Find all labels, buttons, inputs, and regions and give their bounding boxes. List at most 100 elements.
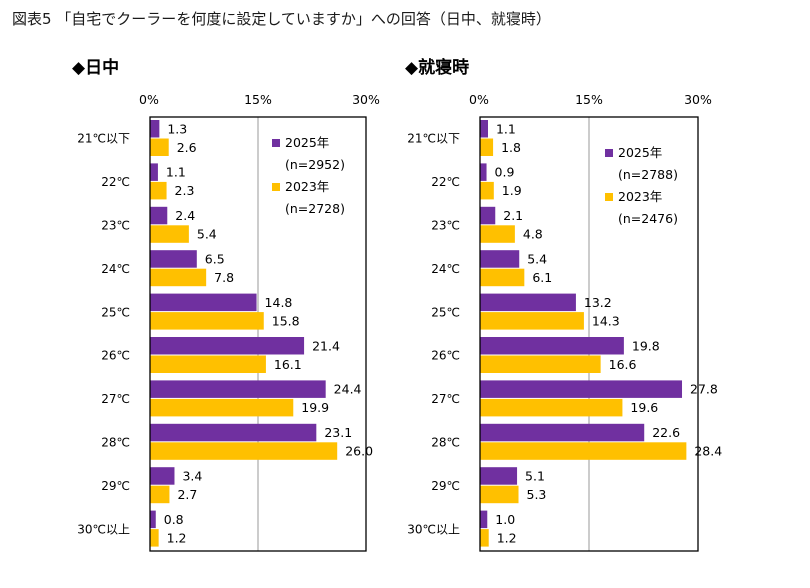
legend-swatch-2023 [605, 193, 613, 201]
data-label: 14.3 [592, 313, 620, 328]
category-label: 26℃ [101, 349, 130, 363]
bar-2025 [480, 467, 518, 485]
data-label: 1.8 [501, 140, 521, 155]
data-label: 1.0 [495, 512, 515, 527]
data-label: 16.6 [609, 357, 637, 372]
category-label: 25℃ [431, 305, 460, 319]
bar-2025 [150, 380, 326, 398]
data-label: 2.6 [177, 140, 197, 155]
data-label: 2.7 [177, 487, 197, 502]
data-label: 6.1 [532, 270, 552, 285]
x-tick-label: 0% [469, 92, 489, 107]
data-label: 16.1 [274, 357, 302, 372]
legend-sample-size: (n=2952) [285, 157, 345, 172]
chart-2-title: ◆就寝時 [405, 57, 469, 78]
category-label: 22℃ [101, 175, 130, 189]
category-label: 23℃ [101, 219, 130, 233]
x-tick-label: 30% [352, 92, 380, 107]
bar-2025 [480, 206, 496, 225]
category-label: 24℃ [431, 262, 460, 276]
data-label: 1.9 [502, 183, 522, 198]
data-label: 23.1 [324, 425, 352, 440]
data-label: 21.4 [312, 338, 340, 353]
x-tick-label: 15% [575, 92, 603, 107]
category-label: 29℃ [431, 479, 460, 493]
bar-2023 [480, 138, 494, 156]
data-label: 4.8 [523, 227, 543, 242]
legend-sample-size: (n=2788) [618, 167, 678, 182]
data-label: 5.1 [525, 468, 545, 483]
bar-2023 [150, 485, 170, 504]
bar-2025 [150, 120, 160, 138]
chart-1-title: ◆日中 [72, 57, 119, 78]
category-label: 23℃ [431, 219, 460, 233]
bar-2025 [150, 293, 257, 312]
data-label: 2.1 [503, 208, 523, 223]
bar-2023 [150, 442, 338, 460]
bar-2025 [480, 337, 624, 355]
category-label: 22℃ [431, 175, 460, 189]
data-label: 0.9 [495, 165, 515, 180]
data-label: 5.4 [197, 227, 217, 242]
data-label: 19.8 [632, 338, 660, 353]
x-tick-label: 30% [684, 92, 712, 107]
data-label: 13.2 [584, 295, 612, 310]
legend-label: 2023年 [285, 179, 329, 194]
bar-2023 [480, 442, 687, 460]
data-label: 14.8 [265, 295, 293, 310]
data-label: 0.8 [164, 512, 184, 527]
bar-2023 [480, 529, 489, 547]
bar-2023 [480, 268, 525, 287]
category-label: 21℃以下 [407, 132, 460, 146]
bar-2023 [150, 312, 264, 330]
data-label: 2.4 [175, 208, 195, 223]
bar-2025 [150, 206, 168, 225]
bar-2023 [150, 138, 169, 156]
category-label: 28℃ [101, 436, 130, 450]
bar-2023 [150, 225, 189, 243]
legend-swatch-2025 [272, 139, 280, 147]
data-label: 3.4 [182, 468, 202, 483]
x-tick-label: 15% [244, 92, 272, 107]
category-label: 29℃ [101, 479, 130, 493]
legend-label: 2025年 [285, 135, 329, 150]
legend-label: 2025年 [618, 145, 662, 160]
bar-2025 [150, 337, 305, 355]
legend-label: 2023年 [618, 189, 662, 204]
category-label: 25℃ [101, 305, 130, 319]
category-label: 30℃以上 [407, 522, 460, 536]
bar-2025 [150, 510, 156, 529]
bar-2023 [480, 181, 494, 200]
category-label: 27℃ [431, 392, 460, 406]
data-label: 26.0 [345, 444, 373, 459]
data-label: 1.1 [496, 121, 516, 136]
x-tick-label: 0% [139, 92, 159, 107]
bar-2025 [480, 250, 520, 268]
data-label: 5.3 [527, 487, 547, 502]
data-label: 1.2 [167, 530, 187, 545]
bar-2025 [480, 120, 488, 138]
bar-2025 [480, 163, 487, 181]
data-label: 24.4 [334, 382, 362, 397]
legend-swatch-2023 [272, 183, 280, 191]
bar-2023 [150, 529, 159, 547]
bar-2023 [150, 398, 294, 417]
figure-title: 図表5 「自宅でクーラーを何度に設定していますか」への回答（日中、就寝時） [12, 10, 551, 28]
bar-2025 [150, 423, 317, 442]
category-label: 24℃ [101, 262, 130, 276]
category-label: 21℃以下 [77, 132, 130, 146]
bar-2023 [480, 355, 601, 373]
category-label: 30℃以上 [77, 522, 130, 536]
category-label: 28℃ [431, 436, 460, 450]
data-label: 6.5 [205, 251, 225, 266]
data-label: 1.2 [497, 530, 517, 545]
bar-2023 [150, 268, 207, 287]
bar-2023 [150, 355, 266, 373]
legend-sample-size: (n=2476) [618, 211, 678, 226]
bar-2025 [480, 510, 488, 529]
bar-2023 [480, 398, 623, 417]
bar-2025 [480, 423, 645, 442]
bar-2023 [480, 225, 515, 243]
data-label: 27.8 [690, 382, 718, 397]
